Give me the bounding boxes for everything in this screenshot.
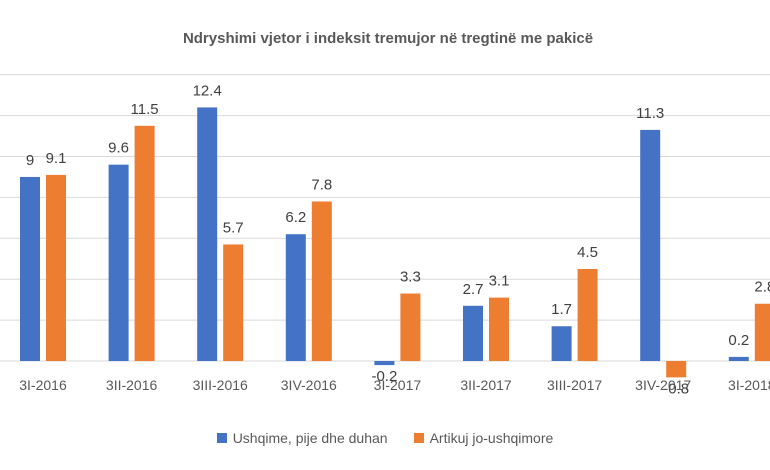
legend: Ushqime, pije dhe duhan Artikuj jo-ushqi… xyxy=(0,430,770,446)
chart-title: Ndryshimi vjetor i indeksit tremujor në … xyxy=(183,30,593,47)
legend-item-series-1: Ushqime, pije dhe duhan xyxy=(216,430,388,446)
bar xyxy=(374,361,395,366)
bar xyxy=(577,268,598,361)
data-label: -0.8 xyxy=(663,380,689,397)
x-tick-label: 3IV-2016 xyxy=(281,377,337,393)
data-label: 11.3 xyxy=(636,105,664,122)
data-label: 12.4 xyxy=(193,82,222,99)
x-tick-label: 3I-2016 xyxy=(19,377,67,393)
data-labels: 9 9.1 9.6 11.5 12.4 5.7 6.2 7.8 -0.2 3.3 2.7 3.1 1.7… xyxy=(26,82,770,397)
x-tick-label: 3IV-2017 xyxy=(635,377,691,393)
x-tick-label: 3II-2017 xyxy=(460,377,512,393)
x-tick-label: 3I-2018 xyxy=(728,377,770,393)
data-label: -0.2 xyxy=(371,368,397,385)
data-label: 5.7 xyxy=(223,219,244,236)
legend-swatch xyxy=(413,433,424,443)
legend-label: Ushqime, pije dhe duhan xyxy=(232,430,388,446)
bar xyxy=(311,201,332,361)
bar xyxy=(197,107,218,361)
x-tick-label: 3II-2016 xyxy=(106,377,158,393)
bar xyxy=(46,174,66,361)
legend-item-series-2: Artikuj jo-ushqimore xyxy=(413,430,554,446)
data-label: 0.2 xyxy=(728,332,749,349)
bar xyxy=(551,326,572,361)
x-tick-label: 3III-2016 xyxy=(193,377,248,393)
bars xyxy=(20,107,770,378)
bar xyxy=(285,234,306,361)
data-label: 2.8 xyxy=(754,279,770,296)
data-label: 1.7 xyxy=(551,301,572,318)
bar xyxy=(400,293,421,361)
data-label: 4.5 xyxy=(577,244,598,261)
bar xyxy=(108,164,129,361)
data-label: 2.7 xyxy=(463,281,484,298)
bar xyxy=(489,297,509,361)
bar xyxy=(463,305,483,361)
bar xyxy=(728,356,749,361)
legend-label: Artikuj jo-ushqimore xyxy=(429,430,554,446)
x-tick-label: 3III-2017 xyxy=(547,377,602,393)
data-label: 9.6 xyxy=(108,140,129,157)
bar-chart: Ndryshimi vjetor i indeksit tremujor në … xyxy=(0,30,770,397)
data-label: 9.1 xyxy=(46,150,67,167)
bar xyxy=(640,129,661,361)
bar xyxy=(20,176,40,361)
bar xyxy=(754,303,770,361)
x-axis-ticks: 3I-2016 3II-2016 3III-2016 3IV-2016 3I-2017 3… xyxy=(19,377,770,393)
bar xyxy=(134,125,155,361)
data-label: 11.5 xyxy=(131,101,159,118)
x-tick-label: 3I-2017 xyxy=(374,377,422,393)
bar xyxy=(223,244,244,361)
data-label: 7.8 xyxy=(311,176,332,193)
data-label: 6.2 xyxy=(285,209,306,226)
data-label: 9 xyxy=(26,152,34,169)
data-label: 3.1 xyxy=(489,273,510,290)
bar xyxy=(666,361,687,378)
legend-swatch xyxy=(216,433,227,443)
data-label: 3.3 xyxy=(400,269,421,286)
